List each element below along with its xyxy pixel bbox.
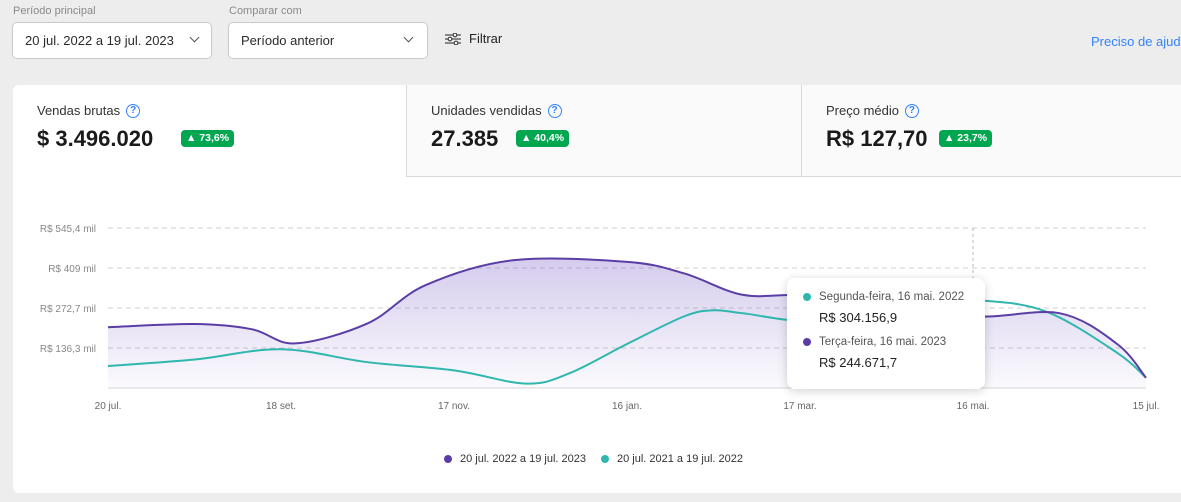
- legend-dot-previous: [803, 293, 811, 301]
- compare-select[interactable]: Período anterior: [228, 22, 428, 59]
- compare-value: Período anterior: [241, 33, 335, 48]
- chevron-down-icon: [189, 32, 200, 43]
- main-period-label: Período principal: [13, 5, 96, 17]
- tooltip-previous-value: R$ 304.156,9: [819, 310, 898, 325]
- y-tick-label: R$ 545,4 mil: [40, 224, 96, 235]
- legend-dot-current: [444, 455, 452, 463]
- kpi-value: 27.385: [431, 126, 499, 151]
- compare-label: Comparar com: [229, 5, 302, 17]
- tooltip-current-value: R$ 244.671,7: [819, 355, 898, 370]
- y-tick-label: R$ 272,7 mil: [40, 304, 96, 315]
- question-circle-icon[interactable]: ?: [547, 103, 562, 118]
- kpi-gross-sales[interactable]: Vendas brutas ? $ 3.496.020 ▲ 73,6%: [13, 85, 407, 177]
- kpi-label: Vendas brutas: [37, 103, 121, 118]
- series-line-current: [107, 257, 1147, 379]
- help-link[interactable]: Preciso de ajuda: [1091, 34, 1181, 49]
- legend-label: 20 jul. 2021 a 19 jul. 2022: [617, 453, 743, 465]
- x-tick-label: 16 jan.: [612, 401, 642, 412]
- question-circle-icon[interactable]: ?: [126, 103, 141, 118]
- kpi-change-badge: ▲ 40,4%: [516, 130, 570, 147]
- question-circle-icon[interactable]: ?: [904, 103, 919, 118]
- legend-item-previous[interactable]: 20 jul. 2021 a 19 jul. 2022: [601, 453, 743, 465]
- main-period-value: 20 jul. 2022 a 19 jul. 2023: [25, 33, 174, 48]
- legend-label: 20 jul. 2022 a 19 jul. 2023: [460, 453, 586, 465]
- kpi-change-badge: ▲ 23,7%: [939, 130, 993, 147]
- sliders-icon: [445, 32, 461, 45]
- x-tick-label: 18 set.: [266, 401, 296, 412]
- kpi-value: R$ 127,70: [826, 126, 928, 151]
- filters-bar: Período principal 20 jul. 2022 a 19 jul.…: [0, 0, 1181, 80]
- tooltip-current-date: Terça-feira, 16 mai. 2023: [819, 336, 947, 348]
- filter-label: Filtrar: [469, 31, 503, 46]
- x-tick-label: 17 nov.: [438, 401, 470, 412]
- chart-legend: 20 jul. 2022 a 19 jul. 2023 20 jul. 2021…: [444, 453, 758, 465]
- y-tick-label: R$ 409 mil: [48, 264, 96, 275]
- main-period-select[interactable]: 20 jul. 2022 a 19 jul. 2023: [12, 22, 212, 59]
- chevron-down-icon: [403, 32, 414, 43]
- sales-chart: R$ 136,3 mil R$ 272,7 mil R$ 409 mil R$ 545…: [40, 224, 1160, 412]
- x-tick-label: 15 jul.: [1133, 401, 1160, 412]
- x-tick-label: 16 mai.: [957, 401, 990, 412]
- y-tick-label: R$ 136,3 mil: [40, 344, 96, 355]
- tooltip-previous-date: Segunda-feira, 16 mai. 2022: [819, 291, 965, 303]
- kpi-label: Unidades vendidas: [431, 103, 542, 118]
- x-tick-label: 17 mar.: [783, 401, 816, 412]
- kpi-label: Preço médio: [826, 103, 899, 118]
- chart-tooltip: Segunda-feira, 16 mai. 2022 R$ 304.156,9…: [787, 278, 985, 389]
- filter-button[interactable]: Filtrar: [445, 31, 502, 46]
- series-area-current: [108, 258, 1146, 388]
- kpi-units-sold[interactable]: Unidades vendidas ? 27.385 ▲ 40,4%: [406, 85, 802, 177]
- legend-dot-current: [803, 338, 811, 346]
- sales-card: Vendas brutas ? $ 3.496.020 ▲ 73,6% Unid…: [13, 85, 1181, 493]
- series-line-previous: [107, 296, 1147, 385]
- kpi-average-price[interactable]: Preço médio ? R$ 127,70 ▲ 23,7%: [801, 85, 1181, 177]
- legend-item-current[interactable]: 20 jul. 2022 a 19 jul. 2023: [444, 453, 586, 465]
- kpi-value: $ 3.496.020: [37, 126, 154, 151]
- legend-dot-previous: [601, 455, 609, 463]
- x-tick-label: 20 jul.: [95, 401, 122, 412]
- kpi-change-badge: ▲ 73,6%: [181, 130, 235, 147]
